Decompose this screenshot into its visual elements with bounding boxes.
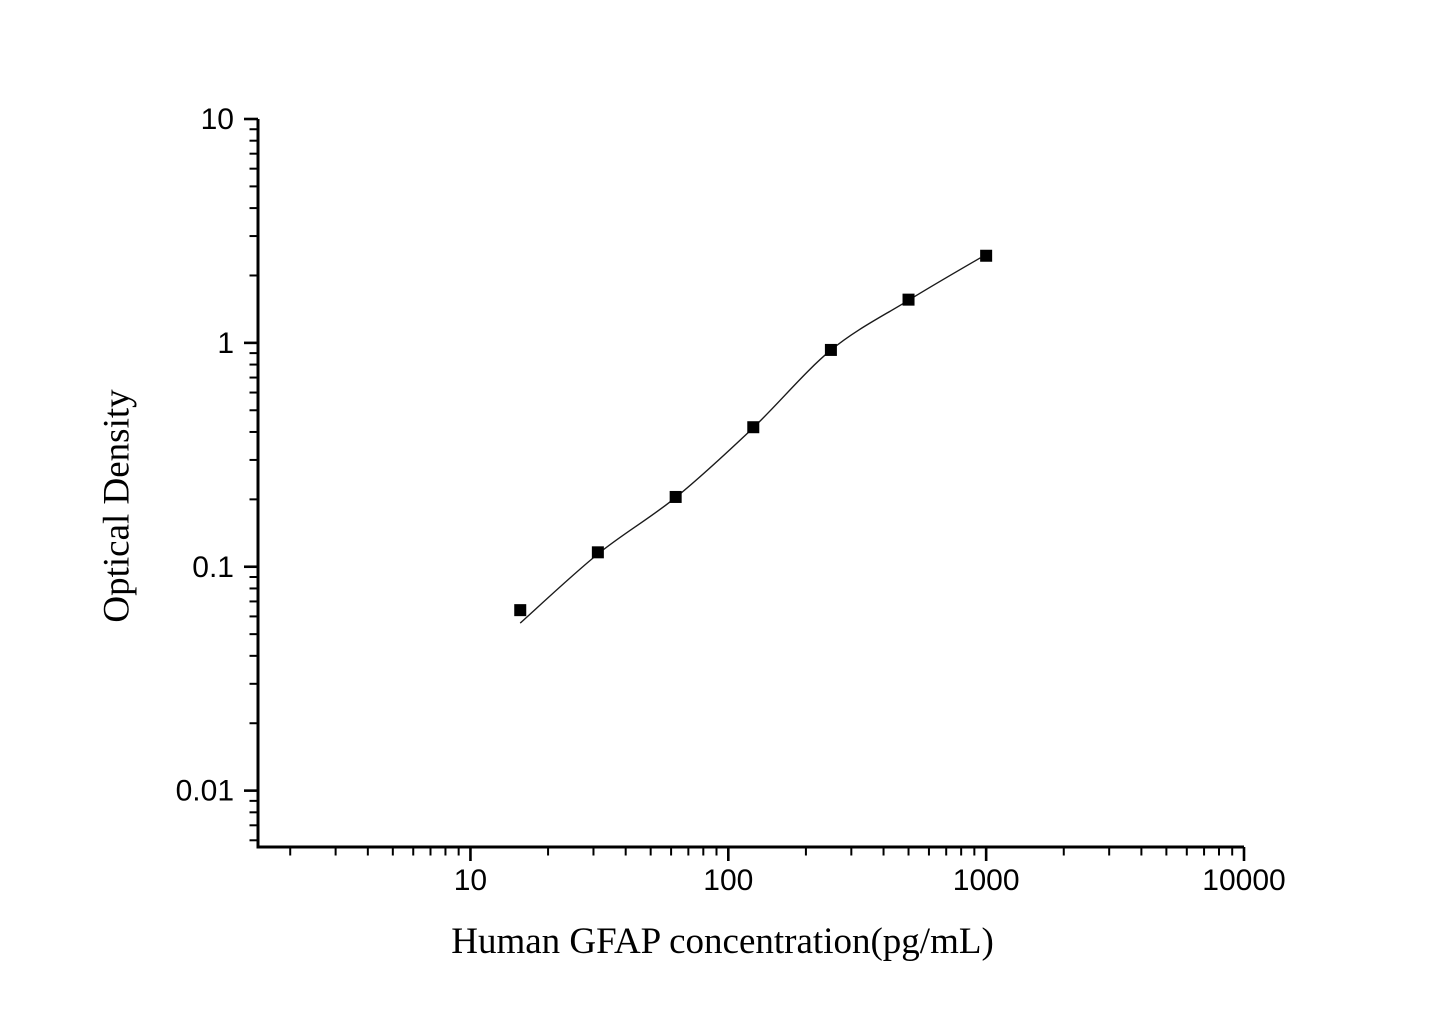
x-axis-title: Human GFAP concentration(pg/mL) <box>451 921 994 962</box>
x-tick-label: 10 <box>454 864 487 897</box>
data-point-marker <box>591 546 604 559</box>
data-point-marker <box>902 293 915 306</box>
x-tick-label: 100 <box>703 864 753 897</box>
y-tick-label: 10 <box>201 103 234 136</box>
data-point-marker <box>514 604 527 617</box>
data-point-marker <box>669 490 682 503</box>
y-tick-label: 0.01 <box>176 775 234 808</box>
fit-curve <box>519 257 981 624</box>
y-tick-label: 0.1 <box>192 551 234 584</box>
data-point-marker <box>980 249 993 262</box>
y-tick-label: 1 <box>217 327 234 360</box>
x-tick-label: 10000 <box>1202 864 1285 897</box>
y-axis-title: Optical Density <box>96 389 138 623</box>
x-tick-label: 1000 <box>953 864 1020 897</box>
data-point-marker <box>824 343 837 356</box>
data-point-marker <box>747 421 760 434</box>
